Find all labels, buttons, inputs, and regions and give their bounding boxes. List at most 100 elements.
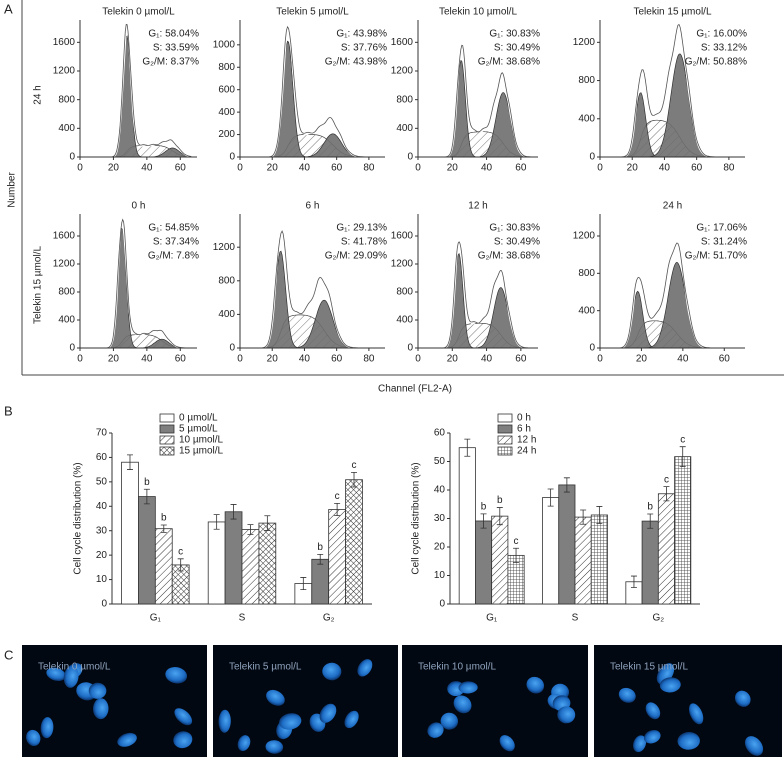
error-bar [126, 454, 133, 470]
error-bar [247, 524, 254, 535]
x-tick-label: 0 [77, 354, 83, 365]
y-tick-label: 20 [96, 550, 108, 561]
nucleus [174, 708, 193, 726]
nucleus [427, 722, 444, 738]
x-tick-label: 20 [267, 354, 279, 365]
panel-title: 0 h [132, 201, 146, 212]
nucleus [237, 735, 251, 751]
legend-label: 5 µmol/L [179, 424, 218, 435]
significance-label: c [680, 434, 685, 445]
bar [258, 522, 277, 605]
legend-label: 10 µmol/L [179, 435, 224, 446]
nucleus [357, 659, 373, 677]
x-tick-label: S [572, 613, 579, 624]
bar [311, 558, 330, 605]
panel-letter: A [4, 1, 13, 16]
x-tick-label: 60 [175, 354, 187, 365]
error-bar [143, 488, 150, 505]
x-tick-label: 40 [141, 354, 153, 365]
x-tick-label: 80 [723, 163, 735, 174]
g2-peak [607, 53, 738, 158]
x-tick-label: 60 [691, 163, 703, 174]
significance-label: c [514, 536, 519, 547]
bar [207, 521, 226, 605]
y-tick-label: 40 [96, 501, 108, 512]
nucleus [218, 709, 231, 733]
y-tick-label: 1600 [53, 231, 76, 242]
error-bar [596, 506, 603, 524]
bar [458, 447, 476, 605]
y-tick-label: 800 [58, 287, 75, 298]
x-tick-label: G₂ [323, 613, 335, 624]
nucleus [322, 662, 342, 681]
phase-stat: G₁: 58.04% [148, 29, 199, 40]
x-tick-label: 60 [515, 163, 527, 174]
row-label: 24 h [33, 85, 44, 104]
bar [345, 479, 363, 605]
phase-stat: S: 37.76% [341, 43, 387, 54]
y-tick-label: 400 [218, 309, 235, 320]
y-tick-label: 600 [218, 84, 235, 95]
significance-label: b [481, 501, 487, 512]
x-tick-label: 0 [597, 354, 603, 365]
x-tick-label: 20 [108, 354, 120, 365]
nucleus [344, 710, 359, 729]
significance-label: c [335, 491, 340, 502]
y-tick-label: 70 [96, 428, 108, 439]
panel-title: Telekin 0 µmol/L [102, 7, 175, 18]
x-tick-label: 40 [141, 163, 153, 174]
y-tick-label: 50 [434, 456, 446, 467]
error-bar [230, 504, 237, 520]
x-tick-label: S [239, 613, 246, 624]
phase-stat: S: 41.78% [341, 237, 387, 248]
error-bar [647, 513, 654, 529]
phase-stat: G₂/M: 38.68% [478, 57, 540, 68]
error-bar [663, 486, 670, 502]
y-tick-label: 1000 [213, 39, 236, 50]
panel-title: Telekin 15 µmol/L [633, 7, 711, 18]
y-tick-label: 400 [578, 305, 595, 316]
x-tick-label: G₁ [486, 613, 498, 624]
bar [491, 515, 509, 605]
x-tick-label: 40 [481, 354, 493, 365]
x-tick-label: 20 [636, 354, 648, 365]
x-tick-label: 0 [415, 354, 421, 365]
g1-peak [85, 35, 192, 158]
x-tick-label: G₂ [652, 613, 664, 624]
y-tick-label: 0 [69, 343, 75, 354]
nucleus [644, 729, 661, 744]
panel-title: 6 h [306, 201, 320, 212]
error-bar [580, 509, 587, 525]
x-tick-label: 60 [331, 354, 343, 365]
bar [328, 509, 346, 605]
nucleus [265, 740, 284, 754]
y-tick-label: 400 [218, 107, 235, 118]
panel-title: 12 h [468, 201, 487, 212]
x-tick-label: 80 [363, 163, 375, 174]
phase-stat: S: 30.49% [494, 237, 540, 248]
x-tick-label: 20 [267, 163, 279, 174]
error-bar [177, 558, 184, 572]
nucleus [319, 703, 337, 723]
x-tick-label: 40 [481, 163, 493, 174]
x-tick-label: 40 [299, 354, 311, 365]
error-bar [679, 446, 686, 468]
bar [475, 520, 493, 605]
error-bar [547, 488, 554, 507]
legend-swatch [159, 446, 175, 456]
phase-stat: G₁: 54.85% [148, 223, 199, 234]
x-tick-label: 0 [77, 163, 83, 174]
y-tick-label: 1600 [53, 37, 76, 48]
significance-label: b [161, 513, 167, 524]
bar [574, 516, 592, 605]
y-tick-label: 60 [434, 428, 446, 439]
nucleus [266, 689, 285, 706]
bar [590, 514, 608, 605]
x-tick-label: 80 [363, 354, 375, 365]
panel-letter: B [4, 403, 13, 418]
nucleus [645, 702, 661, 720]
nucleus [744, 736, 764, 756]
y-tick-label: 30 [434, 513, 446, 524]
nucleus [46, 667, 66, 681]
row-label: Telekin 15 µmol/L [33, 246, 44, 324]
